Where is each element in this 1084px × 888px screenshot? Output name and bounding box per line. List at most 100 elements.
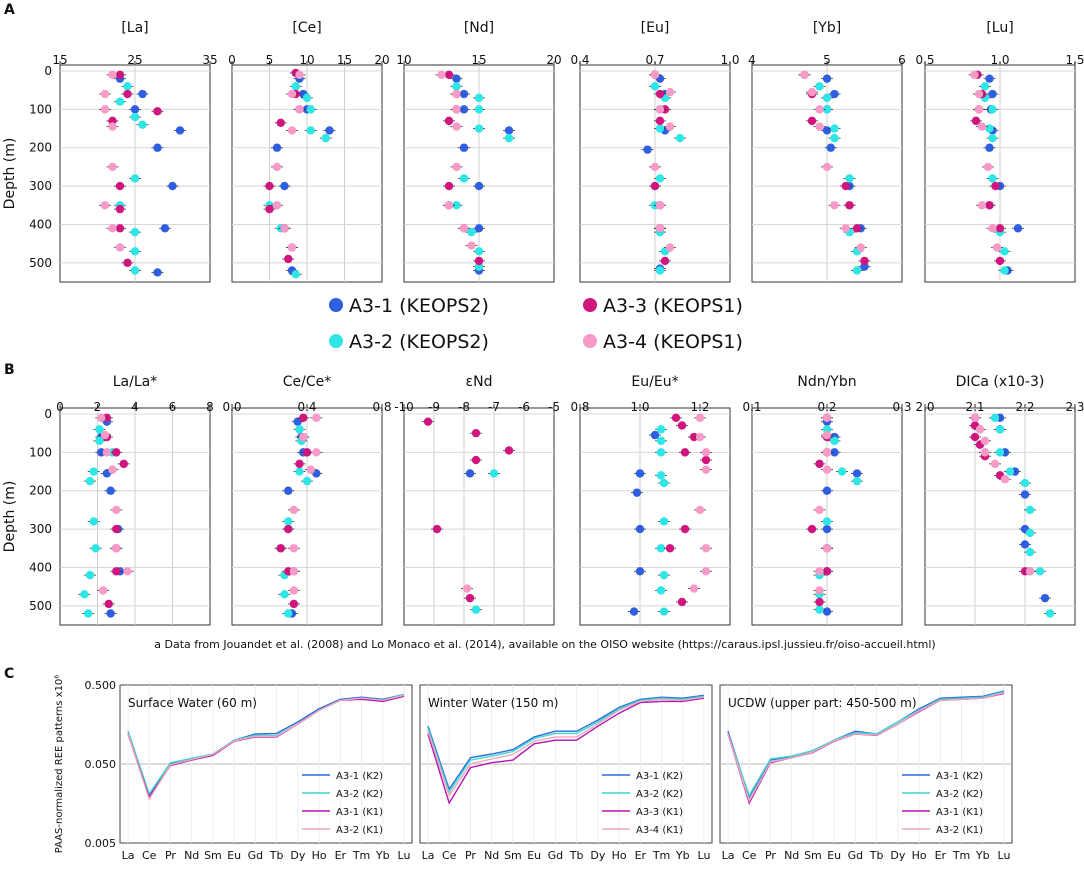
x-tick-label: 5 — [266, 53, 274, 67]
data-point-a32 — [995, 425, 1005, 434]
data-point-a34 — [459, 224, 469, 233]
data-point-a33 — [822, 567, 832, 576]
data-point-a34 — [312, 413, 321, 423]
data-point-a32 — [89, 517, 98, 526]
data-point-a34 — [280, 224, 289, 233]
y-tick-label: 0 — [44, 64, 52, 78]
data-point-a33 — [504, 446, 514, 455]
data-point-a31 — [168, 181, 177, 191]
x-tick-label: Lu — [698, 849, 711, 862]
x-tick-label: 35 — [202, 53, 217, 67]
data-point-a33 — [115, 204, 125, 214]
data-point-a32 — [822, 425, 832, 434]
data-point-a33 — [985, 201, 994, 210]
legend-label: A3-1 (K2) — [336, 771, 383, 782]
data-point-a32 — [655, 174, 665, 183]
data-point-a34 — [452, 105, 461, 114]
data-point-a32 — [306, 126, 315, 135]
panel-label-a: A — [4, 2, 15, 18]
x-tick-label: Pr — [465, 849, 476, 862]
x-tick-label: 0.4 — [297, 400, 316, 414]
x-tick-label: 10 — [299, 53, 314, 67]
data-point-a31 — [452, 74, 461, 83]
x-tick-label: Nd — [784, 849, 799, 862]
data-point-a33 — [302, 448, 312, 457]
x-tick-label: 15 — [52, 53, 67, 67]
data-point-a32 — [988, 174, 997, 183]
data-point-a32 — [474, 105, 484, 114]
x-tick-label: -5 — [548, 400, 560, 414]
data-point-a32 — [830, 133, 839, 143]
data-point-a31 — [632, 488, 642, 497]
data-point-a31 — [272, 143, 282, 152]
y-tick-label: 500 — [29, 599, 52, 613]
y-tick-label: 0.500 — [85, 679, 117, 692]
data-point-a32 — [471, 605, 481, 614]
data-point-a34 — [977, 122, 987, 131]
data-point-a31 — [504, 126, 514, 135]
y-tick-label: 0.005 — [85, 837, 117, 850]
data-point-a34 — [841, 224, 850, 233]
panel-title: Ndn/Ybn — [797, 374, 856, 390]
data-point-a33 — [815, 459, 824, 469]
data-point-a34 — [822, 465, 832, 474]
data-point-a32 — [504, 133, 514, 143]
y-tick-label: 100 — [29, 102, 52, 116]
data-point-a34 — [970, 70, 979, 80]
data-point-a32 — [474, 124, 484, 133]
data-point-a34 — [452, 122, 461, 131]
y-tick-label: 0.050 — [85, 758, 117, 771]
x-tick-label: 0.0 — [222, 400, 241, 414]
data-point-a32 — [822, 517, 832, 526]
x-tick-label: 4 — [748, 53, 756, 67]
x-tick-label: 1.0 — [720, 53, 739, 67]
legend-label: A3-2 (K1) — [336, 825, 383, 836]
data-point-a31 — [830, 448, 839, 457]
panel-title: UCDW (upper part: 450-500 m) — [728, 696, 917, 710]
legend-label: A3-4 (KEOPS1) — [603, 331, 743, 353]
data-point-a32 — [990, 413, 1000, 423]
data-point-a33 — [680, 524, 690, 534]
x-tick-label: Gd — [248, 849, 264, 862]
data-point-a34 — [665, 122, 675, 131]
data-point-a32 — [130, 112, 140, 122]
y-axis-label: Depth (m) — [2, 138, 18, 210]
data-point-a31 — [643, 145, 652, 154]
line-panel: La Ce Pr Nd Sm Eu Gd Tb Dy Ho Er Tm Yb Lu Winter Water… — [419, 684, 713, 862]
x-tick-label: 5 — [823, 53, 831, 67]
data-point-a33 — [299, 413, 308, 423]
scatter-panel: 0 5 10 15 20 [Ce] — [228, 20, 390, 283]
panel-title: La/La* — [113, 374, 157, 390]
x-tick-label: 15 — [337, 53, 352, 67]
data-point-a32 — [80, 590, 89, 599]
x-tick-label: 0.8 — [570, 400, 589, 414]
data-point-a31 — [650, 430, 660, 440]
data-point-a32 — [815, 605, 824, 614]
series-line — [427, 697, 705, 805]
data-point-a34 — [701, 544, 711, 553]
scatter-panel: 15 25 35 [La] 0 100 200 300 400 500 Depth (m) — [2, 20, 218, 283]
x-tick-label: 1.2 — [690, 400, 709, 414]
legend-marker — [329, 298, 343, 312]
data-point-a33 — [471, 455, 481, 465]
x-tick-label: Ce — [742, 849, 757, 862]
x-tick-label: Nd — [184, 849, 199, 862]
legend-label: A3-2 (K2) — [936, 789, 983, 800]
y-tick-label: 500 — [29, 256, 52, 270]
data-point-a33 — [119, 459, 128, 469]
data-point-a33 — [444, 116, 454, 126]
legend-label: A3-1 (K1) — [336, 807, 383, 818]
x-tick-label: Tm — [952, 849, 970, 862]
legend-label: A3-4 (K1) — [636, 825, 683, 836]
x-tick-label: Ho — [312, 849, 327, 862]
x-tick-label: Sm — [804, 849, 822, 862]
x-tick-label: 1.5 — [1065, 53, 1084, 67]
data-point-a31 — [474, 181, 484, 191]
x-tick-label: -8 — [458, 400, 470, 414]
data-point-a33 — [671, 413, 681, 423]
panel-title: [Yb] — [813, 20, 841, 36]
data-point-a31 — [822, 126, 832, 135]
data-point-a31 — [153, 268, 162, 277]
data-point-a34 — [97, 413, 106, 423]
data-point-a33 — [153, 107, 162, 116]
